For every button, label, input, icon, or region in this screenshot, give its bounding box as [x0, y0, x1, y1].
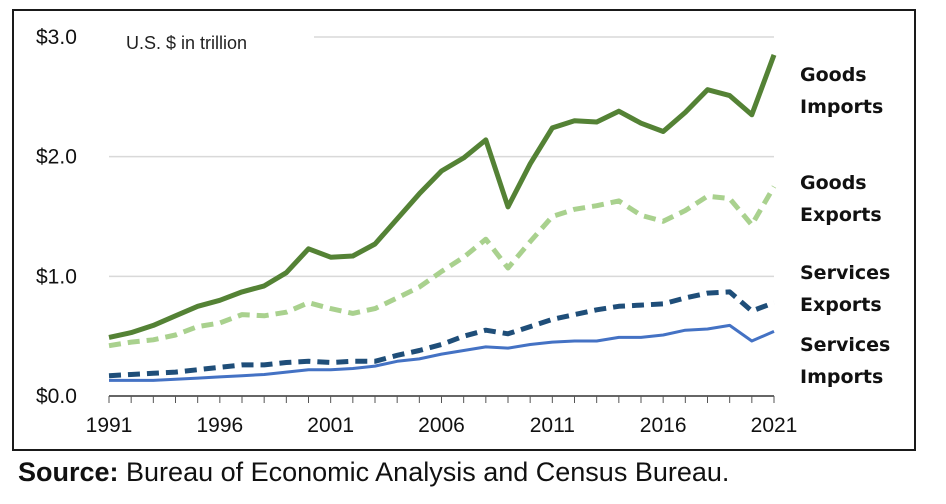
legend-label-goods-exports-0: Goods [800, 172, 867, 194]
x-tick-label-2011: 2011 [530, 414, 575, 437]
series-line-services-imports [109, 323, 775, 382]
line-chart: $0.0 $1.0 $2.0 $3.0 1991 1996 2001 2006 2011 2016… [36, 26, 890, 437]
x-tick-label-2006: 2006 [418, 414, 465, 437]
chart-frame: $0.0 $1.0 $2.0 $3.0 1991 1996 2001 2006 2011 2016… [12, 9, 916, 451]
legend-label-goods-imports-1: Imports [800, 96, 883, 118]
legend-label-goods-imports-0: Goods [800, 64, 867, 86]
x-tick-label-2016: 2016 [640, 414, 687, 437]
legend-label-services-exports-1: Exports [800, 294, 882, 316]
y-tick-label-1: $1.0 [36, 265, 77, 288]
legend-label-services-exports-0: Services [800, 262, 890, 284]
legend-label-services-imports-1: Imports [800, 366, 883, 388]
y-tick-label-3: $3.0 [36, 26, 77, 49]
series-line-goods-exports [108, 185, 777, 349]
source-label: Source: [18, 457, 119, 487]
y-tick-label-0: $0.0 [36, 385, 77, 408]
series-line-goods-imports [108, 54, 777, 340]
source-text: Bureau of Economic Analysis and Census B… [118, 457, 730, 487]
unit-note: U.S. $ in trillion [126, 33, 247, 53]
source-note: Source: Bureau of Economic Analysis and … [18, 457, 729, 488]
x-tick-label-2001: 2001 [307, 414, 354, 437]
legend-label-goods-exports-1: Exports [800, 204, 882, 226]
y-tick-label-2: $2.0 [36, 146, 77, 169]
x-tick-label-2021: 2021 [751, 414, 798, 437]
x-tick-label-1991: 1991 [86, 414, 133, 437]
x-tick-label-1996: 1996 [196, 414, 243, 437]
legend-label-services-imports-0: Services [800, 334, 890, 356]
